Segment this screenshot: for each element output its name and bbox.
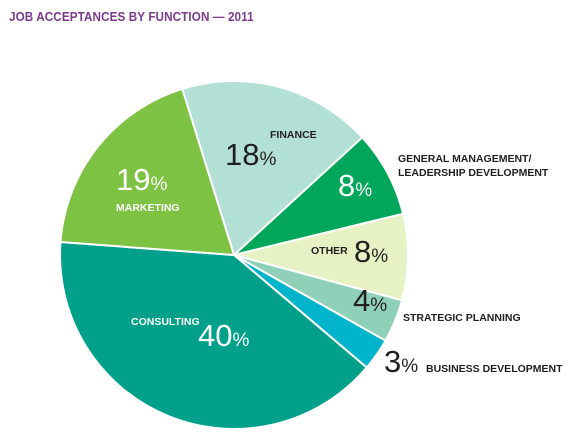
slice-label-marketing: MARKETING xyxy=(116,202,180,214)
pie-slice-consulting xyxy=(59,240,369,430)
slice-label-general-management-leadership-development-line-2: LEADERSHIP DEVELOPMENT xyxy=(398,167,549,179)
slice-label-strategic-planning: STRATEGIC PLANNING xyxy=(403,312,521,324)
slice-value-percent: % xyxy=(401,356,418,377)
slice-value-number: 4 xyxy=(353,283,370,318)
slice-value-marketing: 19% xyxy=(116,162,167,197)
slice-value-percent: % xyxy=(370,295,387,316)
slice-value-number: 3 xyxy=(384,344,401,379)
slice-label-business-development: BUSINESS DEVELOPMENT xyxy=(426,363,563,375)
slice-label-consulting: CONSULTING xyxy=(131,316,200,328)
slice-value-number: 8 xyxy=(338,168,355,203)
slice-value-percent: % xyxy=(371,246,388,267)
slice-value-business-development: 3% xyxy=(384,344,418,379)
slice-label-other: OTHER xyxy=(311,245,348,257)
slice-value-finance: 18% xyxy=(225,137,276,172)
slice-value-number: 8 xyxy=(354,234,371,269)
slice-value-percent: % xyxy=(355,180,372,201)
slice-label-general-management-leadership-development-line-1: GENERAL MANAGEMENT/ xyxy=(398,153,531,165)
pie-slices xyxy=(59,80,409,430)
chart-title: JOB ACCEPTANCES BY FUNCTION — 2011 xyxy=(9,9,254,24)
slice-value-number: 18 xyxy=(225,137,259,172)
slice-value-percent: % xyxy=(232,330,249,351)
pie-slice-finance xyxy=(181,80,364,257)
slice-label-finance: FINANCE xyxy=(270,129,317,141)
pie-slice-marketing xyxy=(59,87,236,257)
slice-value-percent: % xyxy=(150,174,167,195)
slice-value-strategic-planning: 4% xyxy=(353,283,387,318)
slice-value-number: 19 xyxy=(116,162,150,197)
slice-value-general-management-leadership-development: 8% xyxy=(338,168,372,203)
slice-value-other: 8% xyxy=(354,234,388,269)
slice-value-percent: % xyxy=(259,149,276,170)
slice-value-number: 40 xyxy=(198,318,232,353)
slice-value-consulting: 40% xyxy=(198,318,249,353)
